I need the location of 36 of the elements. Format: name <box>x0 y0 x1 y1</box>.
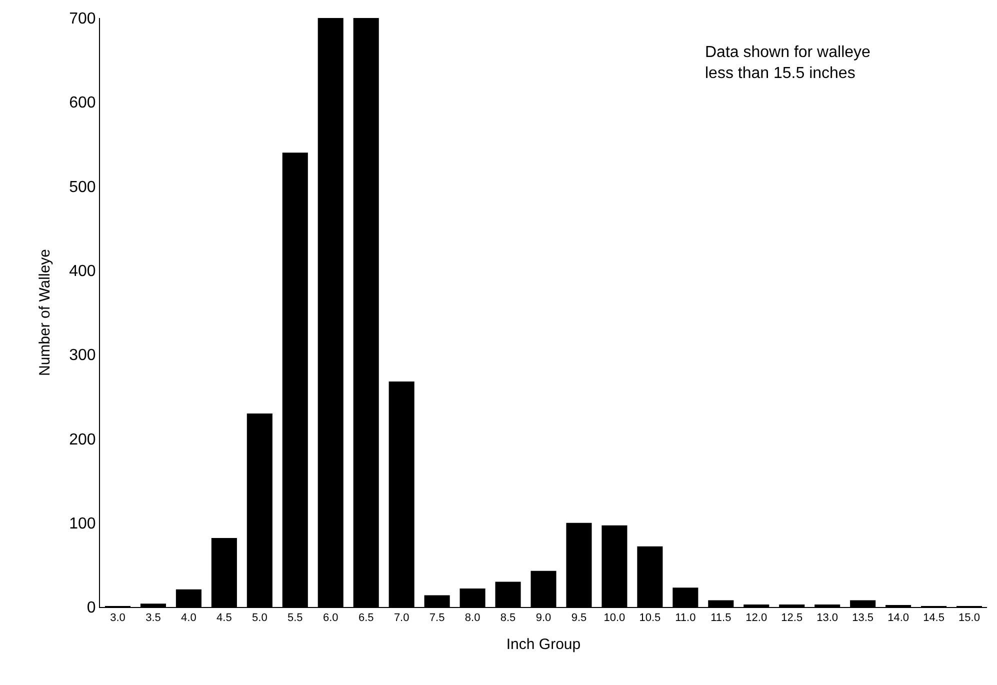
y-tick-label: 0 <box>86 600 96 617</box>
x-tick-label: 12.0 <box>746 612 768 624</box>
x-tick-label: 6.5 <box>358 612 374 624</box>
x-tick-label: 4.0 <box>181 612 196 624</box>
x-tick-label: 8.5 <box>500 612 516 624</box>
x-tick-label: 9.0 <box>536 612 552 624</box>
x-tick-label: 15.0 <box>958 612 980 624</box>
x-tick-label: 5.0 <box>252 612 268 624</box>
x-axis-title: Inch Group <box>506 636 581 654</box>
y-axis-title: Number of Walleye <box>36 249 54 376</box>
y-tick-label: 100 <box>69 515 96 532</box>
x-tick-label: 14.5 <box>923 612 944 624</box>
x-tick-label: 7.0 <box>394 612 410 624</box>
x-tick-label: 7.5 <box>429 612 445 624</box>
x-tick-label: 10.5 <box>639 612 661 624</box>
y-tick-label: 600 <box>69 94 96 112</box>
x-tick-label: 8.0 <box>464 612 480 624</box>
x-tick-label: 11.5 <box>710 612 732 624</box>
annotation: Data shown for walleye less than 15.5 inches <box>705 44 871 82</box>
y-tick-label: 500 <box>69 178 96 196</box>
x-tick-label: 13.0 <box>816 612 838 624</box>
y-tick-label: 700 <box>69 10 96 28</box>
x-tick-label: 10.0 <box>604 612 626 624</box>
y-tick-label: 200 <box>69 431 96 448</box>
x-tick-label: 13.5 <box>852 612 874 624</box>
x-tick-label: 4.5 <box>216 612 232 624</box>
x-tick-label: 12.5 <box>781 612 803 624</box>
y-tick-label: 300 <box>69 347 96 364</box>
x-tick-label: 11.0 <box>675 612 696 624</box>
y-tick-label: 400 <box>69 263 96 280</box>
x-tick-label: 14.0 <box>888 612 910 624</box>
x-tick-label: 3.0 <box>110 612 126 624</box>
x-tick-label: 9.5 <box>571 612 587 624</box>
x-tick-label: 6.0 <box>322 612 338 624</box>
x-tick-label: 3.5 <box>146 612 161 624</box>
x-tick-label: 5.5 <box>287 612 303 624</box>
